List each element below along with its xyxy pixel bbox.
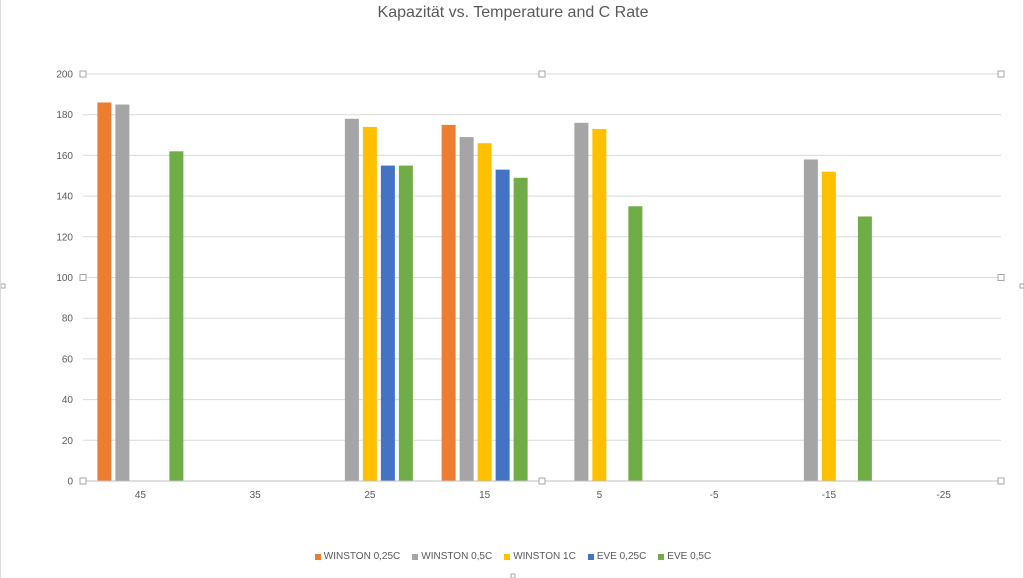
y-axis-ticks: 0 20 40 60 80 100 120 140 160 180 200 xyxy=(56,70,73,488)
legend-item[interactable]: EVE 0,5C xyxy=(658,551,711,562)
bar-winston-1c--15[interactable] xyxy=(821,171,836,481)
legend-swatch xyxy=(587,553,594,560)
legend-label: EVE 0,5C xyxy=(667,551,712,562)
legend[interactable]: WINSTON 0,25C WINSTON 0,5C WINSTON 1C EVE 0… xyxy=(1,551,1024,562)
bar-winston-0-5c-25[interactable] xyxy=(344,118,359,482)
resize-handle[interactable] xyxy=(538,70,546,78)
legend-item[interactable]: WINSTON 0,25C xyxy=(314,551,401,562)
bar-winston-0-5c--15[interactable] xyxy=(803,159,818,481)
bar-eve-0-5c-15[interactable] xyxy=(513,177,528,481)
resize-handle[interactable] xyxy=(79,274,87,281)
x-tick-label: -15 xyxy=(822,490,837,501)
bar-winston-0-5c-15[interactable] xyxy=(459,137,474,481)
y-tick-label: 140 xyxy=(56,192,73,203)
legend-swatch xyxy=(658,553,665,560)
y-tick-label: 120 xyxy=(56,232,73,243)
y-tick-label: 180 xyxy=(56,110,73,121)
bar-winston-1c-5[interactable] xyxy=(592,128,607,481)
bar-winston-0-5c-45[interactable] xyxy=(115,104,130,482)
chart-title: Kapazität vs. Temperature and C Rate xyxy=(377,4,649,21)
legend-label: WINSTON 0,25C xyxy=(323,551,401,562)
legend-swatch xyxy=(412,553,419,560)
legend-item[interactable]: EVE 0,25C xyxy=(587,551,647,562)
bar-eve-0-5c-25[interactable] xyxy=(398,165,413,481)
legend-swatch xyxy=(504,553,511,560)
y-tick-label: 0 xyxy=(67,477,73,488)
chart-frame-handle[interactable] xyxy=(1019,283,1024,289)
x-tick-label: 35 xyxy=(250,490,262,501)
y-tick-label: 60 xyxy=(62,354,74,365)
resize-handle[interactable] xyxy=(997,477,1005,485)
bars xyxy=(97,102,872,482)
x-tick-label: -5 xyxy=(710,490,719,501)
x-tick-label: 15 xyxy=(479,490,491,501)
resize-handle[interactable] xyxy=(79,70,87,78)
bar-winston-0-5c-5[interactable] xyxy=(574,122,589,481)
bar-eve-0-5c--15[interactable] xyxy=(857,216,872,481)
legend-item[interactable]: WINSTON 0,5C xyxy=(412,551,492,562)
resize-handle[interactable] xyxy=(538,477,546,485)
y-tick-label: 160 xyxy=(56,151,73,162)
legend-label: EVE 0,25C xyxy=(596,551,647,562)
legend-label: WINSTON 1C xyxy=(513,551,576,562)
bar-winston-1c-15[interactable] xyxy=(477,143,492,481)
legend-item[interactable]: WINSTON 1C xyxy=(504,551,576,562)
x-tick-label: 25 xyxy=(364,490,376,501)
selection-handles[interactable] xyxy=(1,70,1024,578)
y-tick-label: 100 xyxy=(56,273,73,284)
bar-eve-0-25c-25[interactable] xyxy=(380,165,395,481)
bar-eve-0-25c-15[interactable] xyxy=(495,169,510,481)
bar-winston-0-25c-45[interactable] xyxy=(97,102,112,482)
y-tick-label: 40 xyxy=(62,395,74,406)
chart-frame-handle[interactable] xyxy=(510,573,516,578)
bar-winston-1c-25[interactable] xyxy=(362,126,377,481)
bar-eve-0-5c-45[interactable] xyxy=(169,151,184,481)
x-tick-label: 5 xyxy=(597,490,603,501)
legend-swatch xyxy=(314,553,321,560)
y-tick-label: 200 xyxy=(56,70,73,81)
x-axis-ticks: 45 35 25 15 5 -5 -15 -25 xyxy=(135,490,951,501)
resize-handle[interactable] xyxy=(79,477,87,485)
bar-eve-0-5c-5[interactable] xyxy=(628,206,643,481)
chart-frame-handle[interactable] xyxy=(1,283,6,289)
legend-label: WINSTON 0,5C xyxy=(421,551,493,562)
x-tick-label: -25 xyxy=(936,490,951,501)
y-tick-label: 80 xyxy=(62,314,74,325)
bar-winston-0-25c-15[interactable] xyxy=(441,124,456,481)
resize-handle[interactable] xyxy=(997,274,1005,281)
y-tick-label: 20 xyxy=(62,436,74,447)
resize-handle[interactable] xyxy=(997,70,1005,78)
x-tick-label: 45 xyxy=(135,490,147,501)
